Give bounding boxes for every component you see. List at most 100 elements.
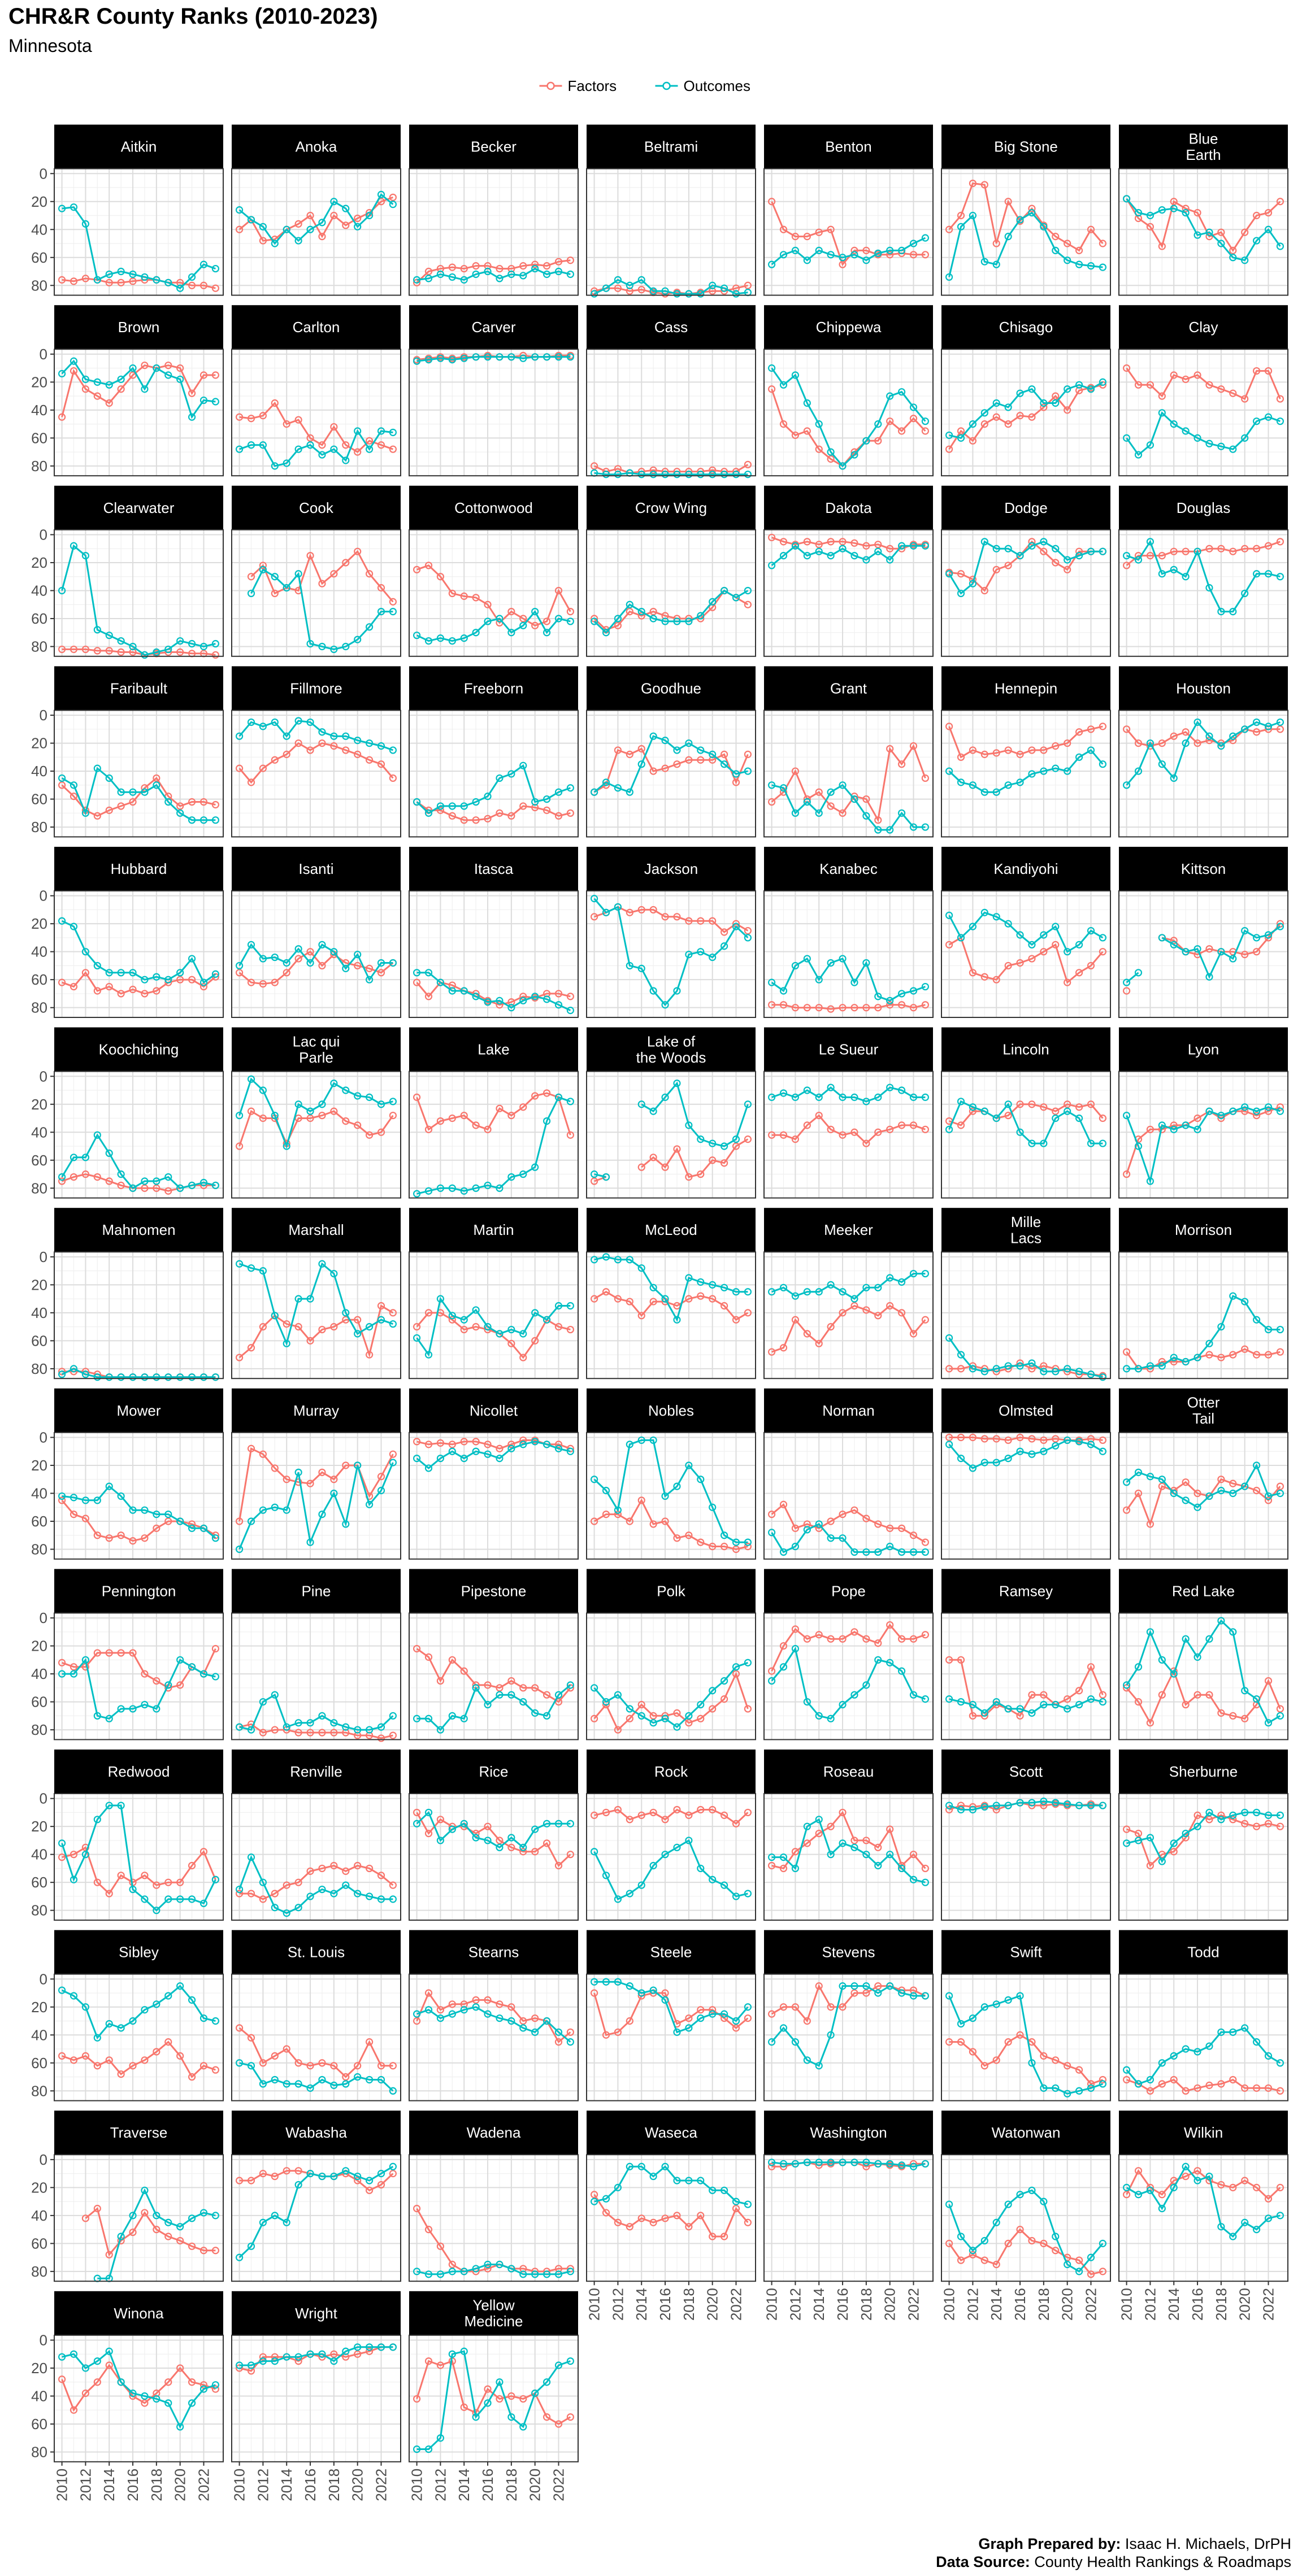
data-point xyxy=(141,1670,149,1678)
data-point xyxy=(803,955,811,963)
data-point xyxy=(141,1534,149,1542)
data-point xyxy=(342,642,350,651)
data-point xyxy=(1075,1103,1083,1111)
data-point xyxy=(496,1691,504,1699)
data-point xyxy=(259,441,267,449)
data-point xyxy=(484,1181,492,1189)
series-line xyxy=(239,1693,394,1731)
data-point xyxy=(992,1435,1000,1443)
data-point xyxy=(862,1306,870,1314)
data-point xyxy=(1276,1325,1284,1334)
data-point xyxy=(507,1173,515,1181)
data-point xyxy=(354,427,362,435)
panel-title: Rice xyxy=(479,1763,508,1780)
data-point xyxy=(767,533,776,542)
data-point xyxy=(815,1712,823,1720)
series-line xyxy=(416,1812,571,1867)
data-point xyxy=(554,1441,563,1448)
data-point xyxy=(554,788,563,796)
data-point xyxy=(732,594,740,602)
data-point xyxy=(93,1531,101,1539)
data-point xyxy=(58,1177,66,1185)
data-point xyxy=(294,237,302,245)
data-point xyxy=(306,1295,314,1303)
data-point xyxy=(602,1173,610,1181)
data-point xyxy=(58,1492,66,1500)
data-point xyxy=(1252,1461,1261,1469)
data-point xyxy=(235,225,244,233)
data-point xyxy=(330,948,338,956)
x-tick-label: 2016 xyxy=(657,2288,674,2321)
panel: Crow Wing xyxy=(586,485,756,657)
data-point xyxy=(839,1635,847,1643)
strip xyxy=(232,666,401,711)
data-point xyxy=(827,1635,835,1643)
data-point xyxy=(992,399,1000,407)
data-point xyxy=(507,1691,515,1699)
data-point xyxy=(377,427,385,435)
data-point xyxy=(188,1181,196,1189)
data-point xyxy=(472,629,480,637)
data-point xyxy=(637,471,645,478)
strip xyxy=(54,485,223,530)
data-point xyxy=(354,547,362,555)
data-point xyxy=(365,739,374,747)
data-point xyxy=(1182,427,1190,435)
series-line xyxy=(250,568,393,650)
data-point xyxy=(1182,1496,1190,1504)
data-point xyxy=(815,809,823,817)
data-point xyxy=(566,256,575,264)
data-point xyxy=(637,1264,645,1272)
data-point xyxy=(649,471,657,478)
data-point xyxy=(779,538,788,546)
data-point xyxy=(921,1001,930,1009)
plot-area xyxy=(587,1071,756,1198)
panel: Mille Lacs xyxy=(941,1208,1111,1381)
data-point xyxy=(235,1111,244,1120)
data-point xyxy=(614,621,622,629)
panel: Kittson xyxy=(1118,847,1288,1018)
panel: Nobles xyxy=(586,1388,756,1560)
data-point xyxy=(874,1656,882,1664)
data-point xyxy=(176,1895,184,1903)
data-point xyxy=(1028,542,1036,550)
data-point xyxy=(129,788,137,796)
data-point xyxy=(874,993,882,1000)
data-point xyxy=(839,1288,847,1296)
caption-line: Graph Prepared by: Isaac H. Michaels, Dr… xyxy=(978,2535,1291,2552)
strip xyxy=(587,124,756,169)
panel-border xyxy=(763,710,934,838)
data-point xyxy=(93,961,101,970)
data-point xyxy=(164,1681,172,1689)
data-point xyxy=(330,732,338,740)
data-point xyxy=(484,267,492,276)
panel-title: Stevens xyxy=(822,1944,875,1961)
data-point xyxy=(969,437,977,445)
data-point xyxy=(1075,260,1083,268)
series-line xyxy=(1126,1619,1281,1724)
data-point xyxy=(850,1628,858,1636)
panel: Becker xyxy=(409,124,579,296)
series-line xyxy=(948,211,1103,277)
strip xyxy=(54,1208,223,1252)
data-point xyxy=(330,1890,338,1898)
data-point xyxy=(496,809,504,817)
data-point xyxy=(531,607,539,616)
data-point xyxy=(897,1548,906,1556)
data-point xyxy=(1122,195,1131,203)
series-line xyxy=(416,610,571,642)
data-point xyxy=(862,795,870,803)
data-point xyxy=(496,774,504,782)
y-tick-label: 0 xyxy=(40,1609,47,1626)
data-point xyxy=(105,1534,113,1542)
data-point xyxy=(815,1004,823,1012)
data-point xyxy=(1194,231,1201,239)
panel-border xyxy=(586,1071,756,1199)
data-point xyxy=(649,1712,657,1720)
data-point xyxy=(188,798,196,806)
panel: Lac qui Parle xyxy=(231,1027,401,1199)
legend-item: Outcomes xyxy=(655,77,750,94)
panel-title: Carlton xyxy=(293,319,340,336)
data-point xyxy=(637,286,645,294)
